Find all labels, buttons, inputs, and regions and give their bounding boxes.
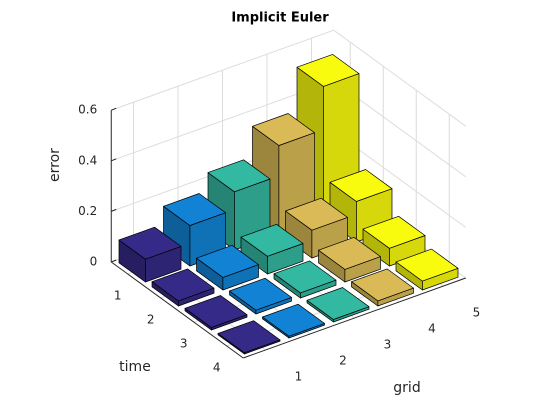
bar-face — [207, 159, 271, 193]
bar-face — [217, 320, 281, 354]
bar-face — [351, 268, 414, 302]
y-tick-label: 3 — [180, 337, 188, 351]
x-tick-label: 2 — [339, 354, 347, 368]
bar — [229, 277, 292, 315]
bar — [351, 268, 414, 307]
bar-face — [118, 226, 182, 260]
z-tick — [111, 107, 117, 111]
bar — [395, 248, 459, 291]
bar — [217, 320, 281, 355]
z-tick-label: 0.2 — [78, 204, 97, 218]
axis-line — [110, 261, 244, 359]
bar-face — [262, 303, 325, 337]
z-tick — [111, 158, 117, 162]
bar — [196, 244, 259, 291]
y-tick-label: 1 — [114, 289, 122, 303]
y-tick-label: 2 — [147, 313, 155, 327]
z-axis-label: error — [47, 148, 63, 182]
x-tick-label: 1 — [295, 370, 303, 384]
bar — [240, 223, 304, 275]
chart-title: Implicit Euler — [231, 11, 329, 26]
z-tick — [111, 208, 117, 212]
z-tick-label: 0 — [90, 255, 98, 269]
bar — [118, 226, 182, 283]
bar-face — [151, 268, 215, 302]
bar-face — [229, 277, 292, 311]
bar-face — [306, 287, 370, 320]
grid-line — [333, 29, 467, 127]
bar-face — [184, 295, 248, 328]
axis-line — [243, 277, 466, 359]
bar-face — [329, 169, 393, 202]
bar-face — [362, 215, 426, 249]
z-tick-label: 0.6 — [78, 103, 97, 117]
bar — [262, 303, 325, 339]
x-tick-label: 4 — [428, 322, 436, 336]
bar-face — [296, 54, 360, 87]
bar-face — [252, 113, 315, 146]
bar — [362, 215, 426, 267]
bar — [151, 268, 215, 307]
bar — [306, 287, 370, 323]
bar-face — [318, 236, 381, 270]
z-tick-label: 0.4 — [78, 153, 97, 167]
x-tick-label: 5 — [473, 306, 481, 320]
x-tick-label: 3 — [384, 338, 392, 352]
bar-face — [240, 223, 304, 257]
y-axis-label: time — [119, 359, 151, 375]
bar — [318, 236, 381, 283]
x-axis-label: grid — [393, 380, 420, 396]
bar-face — [196, 244, 259, 278]
z-tick — [111, 259, 117, 263]
bar-face — [285, 197, 348, 231]
bar-face — [273, 260, 337, 294]
y-tick-label: 4 — [213, 361, 221, 375]
bar — [273, 260, 337, 299]
bar-face — [163, 193, 226, 226]
bar-face — [395, 248, 459, 282]
bar — [184, 295, 248, 331]
